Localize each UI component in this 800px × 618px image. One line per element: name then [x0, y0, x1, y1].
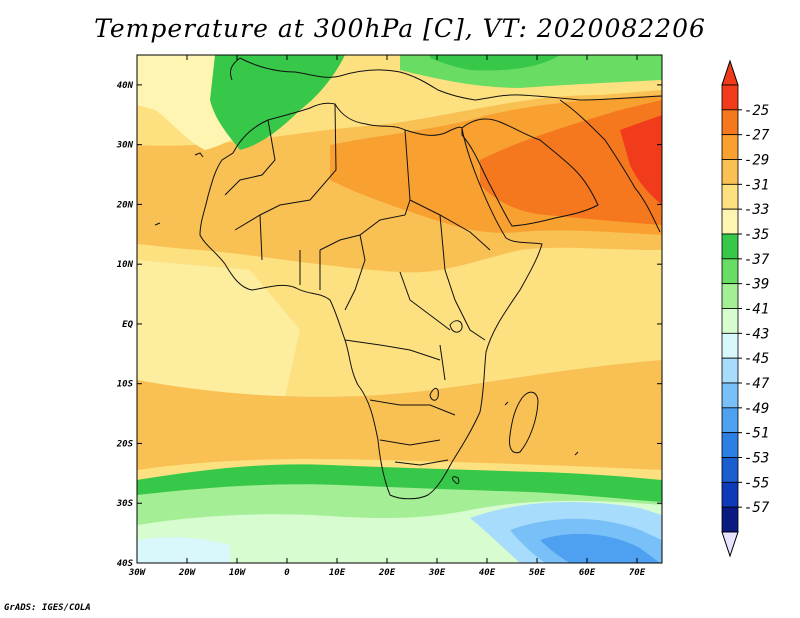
- colorbar-segment: [721, 432, 739, 458]
- colorbar-segment: [721, 109, 739, 136]
- colorbar-label: -57: [744, 500, 770, 516]
- colorbar: -25 -27 -29 -31 -33 -35 -37 -39 -41 -43 -45 -47 -49 -…: [721, 59, 770, 558]
- lat-tick-label: 20S: [116, 439, 134, 449]
- colorbar-label: -33: [744, 202, 769, 218]
- colorbar-segment: [721, 357, 739, 384]
- colorbar-label: -29: [744, 153, 769, 169]
- colorbar-segment: [721, 308, 739, 334]
- colorbar-segment: [721, 332, 739, 359]
- map-frame: [136, 54, 663, 564]
- colorbar-label: -31: [744, 177, 769, 193]
- colorbar-label: -41: [744, 302, 769, 318]
- colorbar-label: -51: [744, 426, 769, 442]
- lat-tick-label: 30N: [116, 141, 134, 151]
- colorbar-segment: [721, 134, 739, 160]
- lon-tick-label: 0: [284, 568, 290, 578]
- colorbar-top-arrow: [721, 59, 739, 86]
- field-sw-cyan: [137, 537, 230, 563]
- field-ne-green-dark: [430, 55, 560, 71]
- latitude-axis: 40N 30N 20N 10N EQ 10S 20S 30S 40S: [116, 81, 662, 569]
- colorbar-bottom-arrow: [721, 531, 739, 558]
- lon-tick-label: 10E: [329, 568, 346, 578]
- lon-tick-label: 70E: [629, 568, 646, 578]
- colorbar-label: -39: [744, 277, 769, 293]
- colorbar-label: -49: [744, 401, 769, 417]
- colorbar-label: -45: [744, 351, 769, 367]
- lat-tick-label: EQ: [122, 320, 133, 330]
- colorbar-label: -25: [744, 103, 769, 119]
- map-title: Temperature at 300hPa [C], VT: 202008220…: [94, 14, 706, 43]
- colorbar-label: -47: [744, 376, 770, 392]
- lon-tick-label: 30W: [128, 568, 147, 578]
- colorbar-segment: [721, 159, 739, 185]
- field-red: [620, 115, 662, 205]
- colorbar-label: -35: [744, 227, 769, 243]
- lat-tick-label: 40S: [117, 559, 134, 569]
- colorbar-segment: [721, 506, 739, 533]
- lon-tick-label: 20E: [378, 568, 396, 578]
- map-field: [137, 55, 662, 563]
- field-north-green: [210, 55, 345, 150]
- field-se-darkblue: [540, 533, 660, 563]
- colorbar-segment: [721, 407, 739, 434]
- lon-tick-label: 60E: [579, 568, 596, 578]
- lon-tick-label: 50E: [529, 568, 546, 578]
- colorbar-label: -53: [744, 451, 769, 467]
- colorbar-label: -37: [744, 252, 770, 268]
- lat-tick-label: 30S: [116, 499, 134, 509]
- field-red-orange: [480, 100, 662, 225]
- colorbar-label: -27: [744, 128, 770, 144]
- colorbar-segment: [721, 258, 739, 285]
- colorbar-label: -43: [744, 326, 769, 342]
- coastlines: [154, 57, 662, 500]
- colorbar-segment: [721, 233, 739, 260]
- colorbar-segment: [721, 481, 739, 508]
- lat-tick-label: 40N: [117, 81, 134, 91]
- colorbar-segment: [721, 208, 739, 235]
- colorbar-segment: [721, 84, 739, 111]
- lat-tick-label: 10S: [117, 380, 134, 390]
- field-south-warm: [137, 360, 662, 470]
- grads-credit: GrADS: IGES/COLA: [4, 603, 91, 613]
- colorbar-segment: [721, 283, 739, 309]
- lat-tick-label: 20N: [116, 200, 134, 210]
- colorbar-segment: [721, 183, 739, 210]
- longitude-axis: 30W 20W 10W 0 10E 20E 30E 40E 50E 60E 70E: [128, 55, 646, 578]
- colorbar-segment: [721, 457, 739, 483]
- lon-tick-label: 20W: [178, 568, 197, 578]
- lon-tick-label: 40E: [479, 568, 496, 578]
- colorbar-label: -55: [744, 475, 769, 491]
- lat-tick-label: 10N: [117, 260, 134, 270]
- lon-tick-label: 10W: [229, 568, 247, 578]
- lon-tick-label: 30E: [428, 568, 446, 578]
- colorbar-segment: [721, 382, 739, 409]
